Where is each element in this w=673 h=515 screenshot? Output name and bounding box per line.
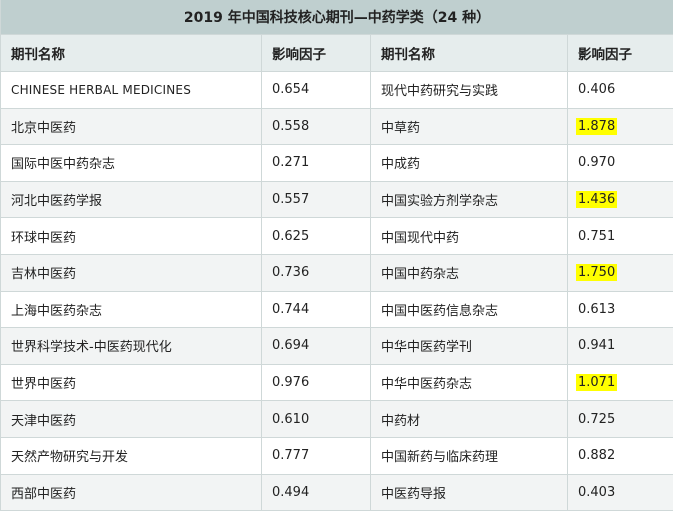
table-row: 上海中医药杂志 0.744 中国中医药信息杂志 0.613 <box>0 290 673 329</box>
impact-factor-right-cell: 1.750 <box>566 253 673 292</box>
journal-name-left: 天然产物研究与开发 <box>0 436 262 475</box>
journal-name-left: 上海中医药杂志 <box>0 290 262 329</box>
impact-factor-right: 0.970 <box>578 155 616 171</box>
journal-name-left: 世界科学技术-中医药现代化 <box>0 327 262 365</box>
header-journal-name-right: 期刊名称 <box>370 34 568 72</box>
impact-factor-left: 0.654 <box>261 71 371 109</box>
header-impact-factor-left: 影响因子 <box>261 34 371 72</box>
table-body: CHINESE HERBAL MEDICINES 0.654 现代中药研究与实践 0.… <box>0 71 673 512</box>
table-row: 北京中医药 0.558 中草药 1.878 <box>0 107 673 146</box>
journal-name-left: 天津中医药 <box>0 400 262 438</box>
journal-name-right: 中药材 <box>370 400 568 438</box>
table-title: 2019 年中国科技核心期刊—中药学类（24 种） <box>0 0 673 35</box>
journal-name-left: 环球中医药 <box>0 217 262 255</box>
table-row: 西部中医药 0.494 中医药导报 0.403 <box>0 473 673 512</box>
impact-factor-left: 0.558 <box>261 107 371 146</box>
journal-name-left: 吉林中医药 <box>0 253 262 292</box>
table-row: 天津中医药 0.610 中药材 0.725 <box>0 400 673 438</box>
impact-factor-right-cell: 0.882 <box>566 436 673 475</box>
impact-factor-right: 0.751 <box>578 228 616 244</box>
impact-factor-right: 0.406 <box>578 82 616 98</box>
impact-factor-right-cell: 1.436 <box>566 180 673 219</box>
table-row: 世界中医药 0.976 中华中医药杂志 1.071 <box>0 363 673 402</box>
table-row: 世界科学技术-中医药现代化 0.694 中华中医药学刊 0.941 <box>0 327 673 365</box>
impact-factor-left: 0.271 <box>261 144 371 182</box>
header-journal-name-left: 期刊名称 <box>0 34 262 72</box>
journal-name-left: CHINESE HERBAL MEDICINES <box>0 71 262 109</box>
highlighted-impact-factor: 1.071 <box>576 374 618 392</box>
highlighted-impact-factor: 1.436 <box>576 191 618 209</box>
impact-factor-right-cell: 0.941 <box>566 327 673 365</box>
impact-factor-left: 0.976 <box>261 363 371 402</box>
impact-factor-left: 0.494 <box>261 473 371 512</box>
table-row: 吉林中医药 0.736 中国中药杂志 1.750 <box>0 253 673 292</box>
impact-factor-right-cell: 1.071 <box>566 363 673 402</box>
impact-factor-left: 0.777 <box>261 436 371 475</box>
impact-factor-right-cell: 0.725 <box>566 400 673 438</box>
table-title-row: 2019 年中国科技核心期刊—中药学类（24 种） <box>0 0 673 35</box>
impact-factor-right-cell: 0.613 <box>566 290 673 329</box>
journal-name-right: 中国现代中药 <box>370 217 568 255</box>
impact-factor-left: 0.736 <box>261 253 371 292</box>
journal-name-right: 中国实验方剂学杂志 <box>370 180 568 219</box>
journal-name-right: 现代中药研究与实践 <box>370 71 568 109</box>
journal-name-left: 国际中医中药杂志 <box>0 144 262 182</box>
table-row: 天然产物研究与开发 0.777 中国新药与临床药理 0.882 <box>0 436 673 475</box>
table-row: 河北中医药学报 0.557 中国实验方剂学杂志 1.436 <box>0 180 673 219</box>
journal-name-left: 西部中医药 <box>0 473 262 512</box>
impact-factor-right-cell: 0.751 <box>566 217 673 255</box>
table-row: 环球中医药 0.625 中国现代中药 0.751 <box>0 217 673 255</box>
table-row: 国际中医中药杂志 0.271 中成药 0.970 <box>0 144 673 182</box>
highlighted-impact-factor: 1.750 <box>576 264 618 282</box>
impact-factor-right: 0.882 <box>578 448 616 464</box>
journal-name-right: 中华中医药学刊 <box>370 327 568 365</box>
journal-name-left: 河北中医药学报 <box>0 180 262 219</box>
impact-factor-right-cell: 0.403 <box>566 473 673 512</box>
journal-name-left: 北京中医药 <box>0 107 262 146</box>
header-impact-factor-right: 影响因子 <box>566 34 673 72</box>
table-row: CHINESE HERBAL MEDICINES 0.654 现代中药研究与实践 0.… <box>0 71 673 109</box>
table-header-row: 期刊名称 影响因子 期刊名称 影响因子 <box>0 34 673 72</box>
impact-factor-left: 0.744 <box>261 290 371 329</box>
journal-name-right: 中国新药与临床药理 <box>370 436 568 475</box>
journal-name-left: 世界中医药 <box>0 363 262 402</box>
impact-factor-left: 0.610 <box>261 400 371 438</box>
impact-factor-right: 0.403 <box>578 484 616 500</box>
impact-factor-right-cell: 0.970 <box>566 144 673 182</box>
impact-factor-left: 0.557 <box>261 180 371 219</box>
impact-factor-left: 0.694 <box>261 327 371 365</box>
impact-factor-right: 0.941 <box>578 338 616 354</box>
journal-name-right: 中成药 <box>370 144 568 182</box>
impact-factor-right-cell: 1.878 <box>566 107 673 146</box>
journal-name-right: 中医药导报 <box>370 473 568 512</box>
impact-factor-right: 0.613 <box>578 301 616 317</box>
journal-name-right: 中草药 <box>370 107 568 146</box>
highlighted-impact-factor: 1.878 <box>576 117 618 135</box>
impact-factor-left: 0.625 <box>261 217 371 255</box>
journal-name-right: 中华中医药杂志 <box>370 363 568 402</box>
journal-name-right: 中国中药杂志 <box>370 253 568 292</box>
impact-factor-right: 0.725 <box>578 411 616 427</box>
impact-factor-right-cell: 0.406 <box>566 71 673 109</box>
journal-name-right: 中国中医药信息杂志 <box>370 290 568 329</box>
